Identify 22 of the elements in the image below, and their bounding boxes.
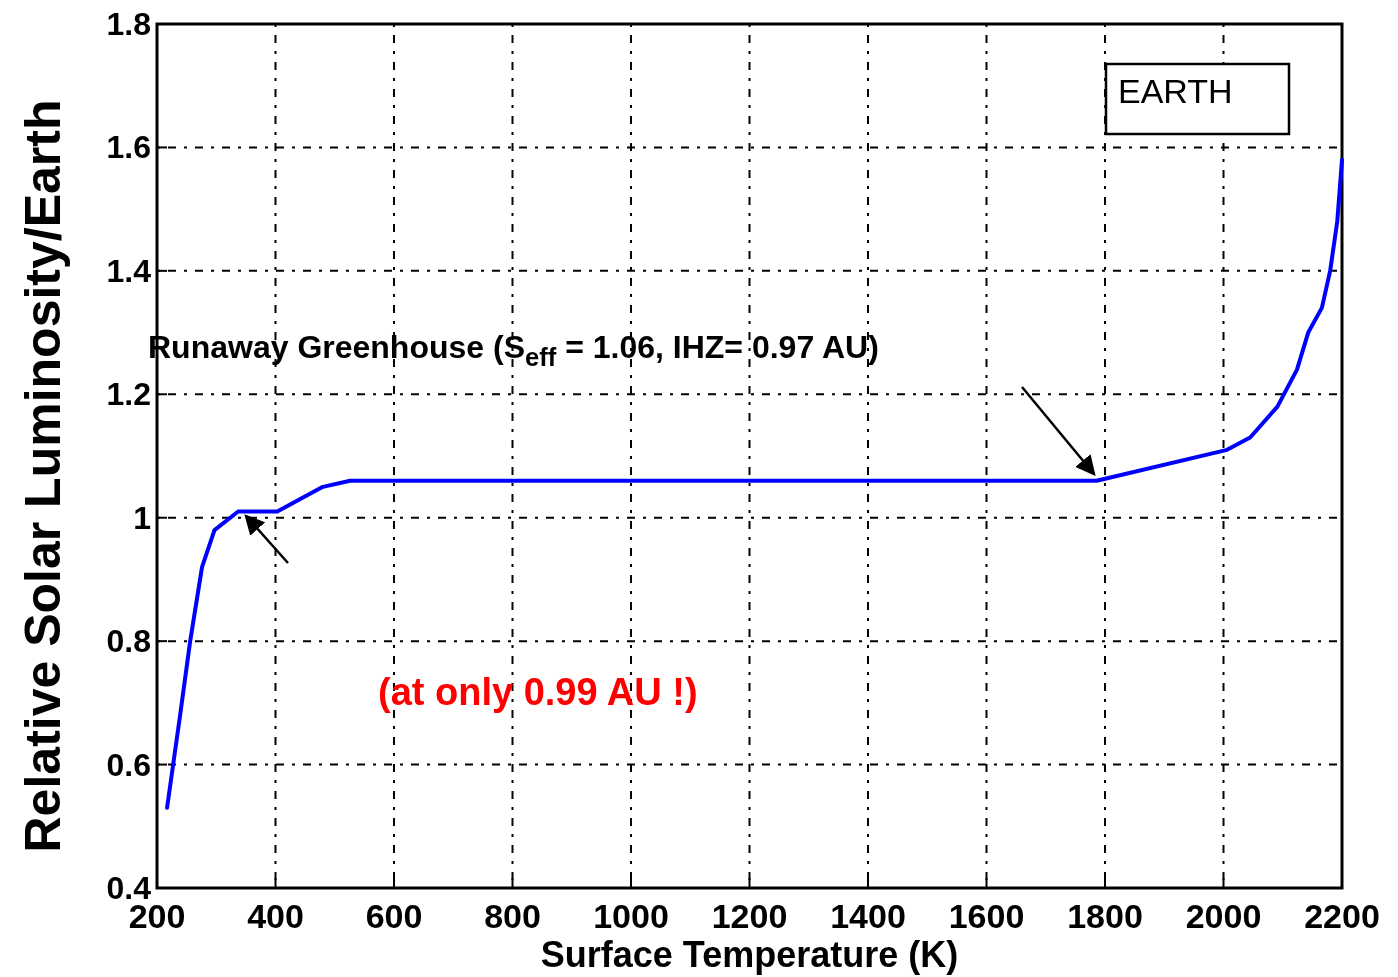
x-tick-label: 1800 <box>1067 897 1143 935</box>
y-tick-label: 1 <box>133 499 151 536</box>
y-tick-label: 0.8 <box>106 623 151 660</box>
x-tick-label: 1600 <box>948 897 1025 935</box>
y-tick-label: 1.8 <box>106 6 151 42</box>
x-tick-label: 1200 <box>711 897 788 935</box>
y-tick-label: 1.4 <box>106 252 152 289</box>
annotation: (at only 0.99 AU !) <box>378 671 698 713</box>
annotation: EARTH <box>1118 72 1233 110</box>
x-tick-label: 600 <box>365 897 423 935</box>
y-tick-label: 0.6 <box>106 746 151 783</box>
y-axis-title: Relative Solar Luminosity/Earth <box>15 99 71 853</box>
x-tick-label: 1000 <box>593 897 669 935</box>
x-tick-label: 800 <box>484 897 541 935</box>
x-tick-label: 2200 <box>1304 897 1380 935</box>
y-tick-label: 0.4 <box>106 870 152 906</box>
y-tick-label: 1.2 <box>106 376 151 413</box>
x-tick-label: 1400 <box>830 897 906 935</box>
y-tick-label: 1.6 <box>106 129 151 166</box>
x-axis-title: Surface Temperature (K) <box>540 934 959 975</box>
x-tick-label: 2000 <box>1185 897 1262 935</box>
x-tick-label: 400 <box>247 897 304 935</box>
